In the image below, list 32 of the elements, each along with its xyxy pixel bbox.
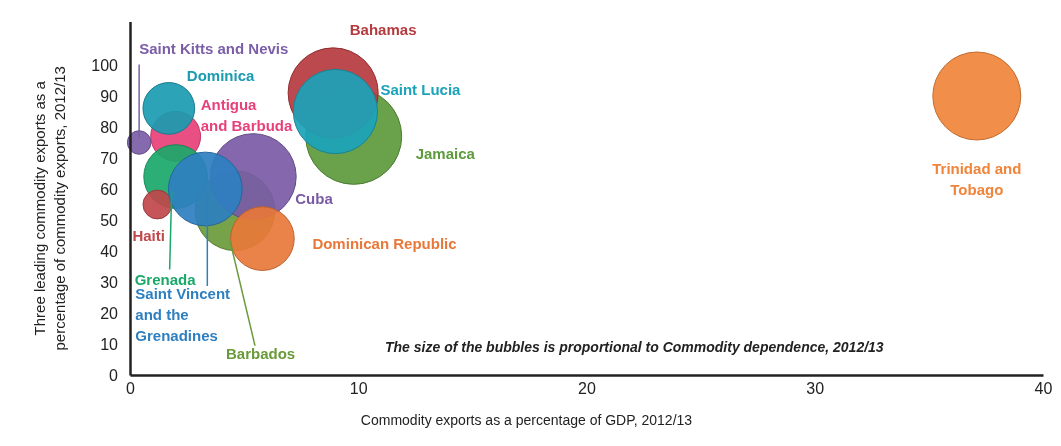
annotation: The size of the bubbles is proportional to Commodity dependence, 2012/13 xyxy=(385,339,884,355)
x-tick-label: 30 xyxy=(806,380,825,398)
series-label: Dominica xyxy=(186,67,255,85)
y-axis-title: Three leading commodity exports as a percentage of commodity exports, 2012/13 xyxy=(31,66,68,351)
series-label: Bahamas xyxy=(349,20,417,38)
y-tick-label: 80 xyxy=(100,118,119,136)
series-label: Jamaica xyxy=(415,145,476,163)
y-tick-label: 100 xyxy=(91,56,119,74)
y-tick-label: 70 xyxy=(100,149,119,167)
x-tick-label: 0 xyxy=(126,380,136,398)
y-tick-label: 40 xyxy=(100,242,119,260)
text: Trinidad and Tobago xyxy=(932,160,1022,198)
text: Saint Kitts and Nevis xyxy=(139,39,289,57)
y-tick-label: 60 xyxy=(100,180,119,198)
y-tick-label: 20 xyxy=(100,304,119,322)
x-axis-title: Commodity exports as a percentage of GDP, 2012/13 xyxy=(360,412,693,428)
y-tick-label: 10 xyxy=(100,335,119,353)
text: Saint Vincent and the Grenadines xyxy=(135,285,231,344)
series-label: Dominican Republic xyxy=(312,234,457,252)
y-tick-label: 0 xyxy=(109,366,119,384)
text: Barbados xyxy=(225,344,296,362)
x-tick-label: 40 xyxy=(1034,380,1053,398)
series-label: Antigua and Barbuda xyxy=(200,96,293,135)
series-label: Haiti xyxy=(132,226,165,244)
y-tick-label: 30 xyxy=(100,273,119,291)
text: Grenada xyxy=(134,270,197,288)
y-tick-label: 50 xyxy=(100,211,119,229)
y-tick-label: 90 xyxy=(100,87,119,105)
series-label: Cuba xyxy=(295,189,334,207)
x-tick-label: 20 xyxy=(578,380,596,398)
series-label: Saint Lucia xyxy=(380,80,462,98)
x-tick-label: 10 xyxy=(349,380,368,398)
